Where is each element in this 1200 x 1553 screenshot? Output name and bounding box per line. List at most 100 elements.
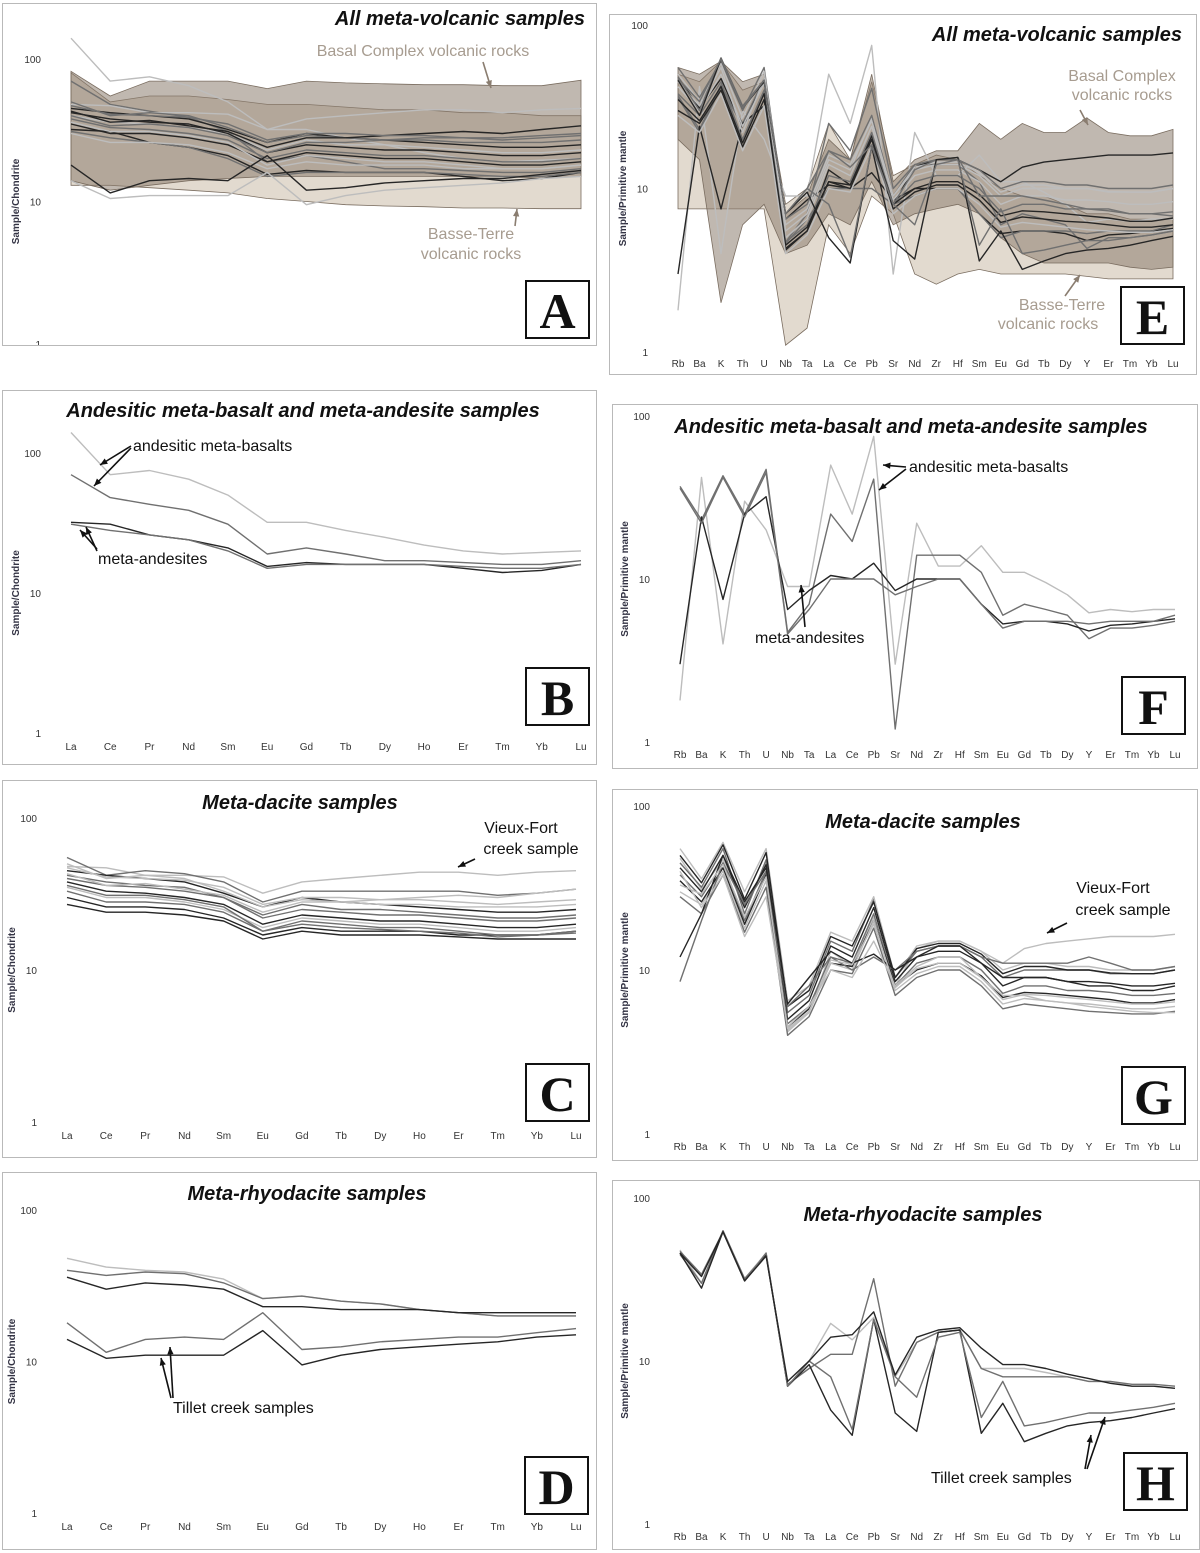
chart-g: 1 10 100 Sample/Primitive mantle Rb Ba K Th U Nb T… (620, 802, 1186, 1153)
x-tick-label: Lu (575, 742, 586, 753)
x-tick-label: La (825, 1142, 837, 1153)
annotation-arrow (1086, 1416, 1106, 1470)
x-tick-label: Nd (178, 1131, 191, 1142)
series-line (66, 1329, 577, 1366)
x-tick-label: Ce (846, 1142, 859, 1153)
series-line (679, 844, 1176, 1008)
series-line (70, 432, 582, 555)
annotation-arrowhead (80, 530, 88, 538)
chart-title: Meta-dacite samples (825, 811, 1021, 833)
series-line (70, 101, 582, 144)
x-tick-label: K (718, 359, 725, 370)
annotation-text: meta-andesites (755, 630, 864, 647)
x-tick-label: Lu (570, 1522, 581, 1533)
panel-e: 1 10 100 Sample/Primitive mantle Rb Ba K Th U Nb T… (609, 14, 1197, 375)
x-tick-label: Eu (997, 1532, 1009, 1543)
y-tick-label: 10 (637, 185, 649, 196)
annotation-arrowhead (1047, 926, 1055, 933)
panel-letter: G (1134, 1069, 1173, 1125)
x-tick-label: La (823, 359, 835, 370)
annotation-text: Basse-Terre (428, 226, 514, 243)
series-line (70, 474, 582, 566)
y-axis-label: Sample/Chondrite (7, 927, 18, 1013)
x-tick-label: Ta (804, 1532, 815, 1543)
y-axis-label: Sample/Primitive mantle (620, 521, 631, 637)
series-line (66, 884, 577, 936)
x-tick-label: Pb (868, 1532, 881, 1543)
x-tick-label: Er (454, 1131, 465, 1142)
y-tick-label: 10 (30, 589, 42, 600)
x-tick-label: Th (739, 1142, 751, 1153)
x-tick-label: U (762, 1532, 769, 1543)
x-tick-label: La (825, 1532, 837, 1543)
x-tick-label: Yb (1147, 750, 1160, 761)
x-tick-label: Dy (1061, 1532, 1073, 1543)
series-line (679, 862, 1176, 1008)
x-tick-label: Gd (295, 1522, 308, 1533)
x-tick-label: K (720, 1142, 727, 1153)
y-tick-label: 10 (26, 1358, 38, 1369)
x-tick-label: La (61, 1522, 73, 1533)
x-tick-label: Tb (335, 1522, 347, 1533)
x-tick-label: Sm (972, 359, 987, 370)
series-line (70, 110, 582, 148)
series-line (66, 1257, 576, 1317)
x-tick-label: Ta (802, 359, 813, 370)
annotation-text: Basal Complex (1068, 68, 1176, 85)
x-tick-label: Er (1105, 1142, 1116, 1153)
x-tick-label: Eu (261, 742, 273, 753)
series-line (679, 841, 1176, 1002)
panel-letter: B (541, 670, 574, 726)
x-tick-label: Y (1084, 359, 1091, 370)
x-tick-label: Er (454, 1522, 465, 1533)
x-tick-label: Ba (695, 1142, 708, 1153)
x-tick-label: Gd (300, 742, 313, 753)
series-line (679, 854, 1176, 1021)
x-tick-label: Pb (868, 1142, 881, 1153)
annotation-arrowhead (458, 861, 466, 867)
annotation-arrow (93, 447, 132, 487)
series-line (679, 1231, 1176, 1443)
x-tick-label: Ho (413, 1131, 426, 1142)
series-line (70, 171, 582, 206)
chart-f: 1 10 100 Sample/Primitive mantle Rb Ba K Th U Nb T… (620, 412, 1186, 761)
x-tick-label: Sr (890, 750, 901, 761)
y-tick-label: 100 (24, 55, 41, 66)
chart-title: Andesitic meta-basalt and meta-andesite … (673, 416, 1148, 438)
x-tick-label: Hf (953, 359, 963, 370)
panel-letter-box (525, 667, 590, 726)
x-tick-label: Lu (1169, 1142, 1180, 1153)
x-tick-label: Er (458, 742, 469, 753)
series-line (66, 886, 577, 932)
series-line (66, 877, 577, 919)
series-line (679, 1230, 1176, 1389)
x-tick-label: La (65, 742, 77, 753)
x-tick-label: Yb (531, 1522, 544, 1533)
panel-letter: A (539, 283, 575, 339)
series-line (679, 1230, 1176, 1387)
series-line (679, 854, 1176, 1005)
x-tick-label: U (760, 359, 767, 370)
x-tick-label: Y (1086, 1532, 1093, 1543)
series-line (70, 123, 582, 166)
x-tick-label: Ba (695, 750, 708, 761)
x-tick-label: Tb (340, 742, 352, 753)
x-tick-label: K (720, 750, 727, 761)
chart-title: Meta-rhyodacite samples (804, 1204, 1043, 1226)
annotation-arrowhead (798, 585, 805, 593)
annotation-text: Basse-Terre (1019, 297, 1105, 314)
panel-b: 1 10 100 Sample/Chondrite La Ce Pr Nd Sm Eu Gd Tb Dy… (2, 390, 597, 765)
x-tick-label: Gd (1018, 1142, 1031, 1153)
y-tick-label: 1 (642, 348, 648, 359)
x-tick-label: Sm (974, 750, 989, 761)
x-tick-label: Eu (257, 1131, 269, 1142)
x-tick-label: Ta (804, 1142, 815, 1153)
x-tick-label: Ba (695, 1532, 708, 1543)
chart-title: Meta-dacite samples (202, 792, 398, 814)
x-tick-label: Ce (846, 1532, 859, 1543)
x-tick-label: Y (1086, 750, 1093, 761)
x-tick-label: Rb (674, 1142, 687, 1153)
chart-title: All meta-volcanic samples (931, 24, 1182, 46)
x-tick-label: Nb (779, 359, 792, 370)
series-line (70, 112, 582, 157)
